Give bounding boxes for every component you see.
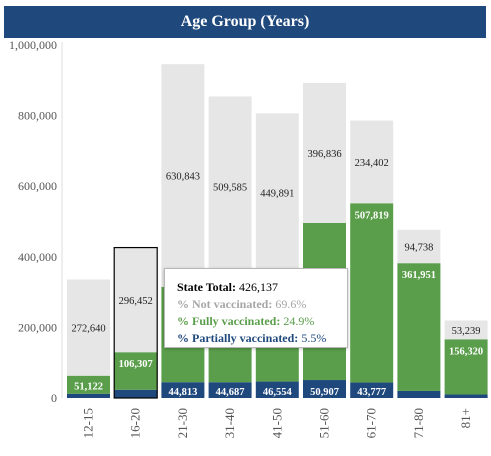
data-label: 449,891 [260, 189, 294, 200]
x-axis: 12-15 16-20 21-30 31-40 41-50 51-60 61-70 71-80… [81, 408, 474, 438]
bar-segment[interactable] [350, 120, 394, 204]
bar-group-16-20[interactable]: 106,307 296,452 [113, 246, 158, 399]
chart-title: Age Group (Years) [4, 6, 486, 38]
bar-segment[interactable] [161, 382, 205, 398]
data-label: 507,819 [355, 210, 389, 221]
y-axis: 0 200,000 400,000 600,000 800,000 1,000,000 [9, 38, 63, 405]
x-tick-label: 41-50 [269, 408, 284, 438]
tooltip-total-label: State Total: [177, 280, 237, 294]
bar-segment[interactable] [67, 279, 110, 376]
data-label: 396,836 [307, 149, 341, 160]
bar-segment[interactable] [114, 352, 158, 390]
x-tick-label: 31-40 [222, 408, 237, 438]
tooltip-total-row: State Total: 426,137 [177, 279, 347, 296]
y-tick-label: 800,000 [18, 109, 57, 123]
tooltip: State Total: 426,137 % Not vaccinated: 6… [164, 268, 348, 348]
bar-segment[interactable] [444, 339, 488, 395]
bar-group-12-15[interactable]: 51,122 272,640 [67, 279, 110, 398]
bar-segment[interactable] [67, 375, 110, 394]
tooltip-partial-value: 5.5% [301, 331, 327, 345]
bar-segment[interactable] [444, 320, 488, 340]
bar-segment[interactable] [303, 380, 346, 398]
bar-segment[interactable] [303, 82, 346, 223]
bar-segment[interactable] [350, 382, 394, 398]
tooltip-not-label: % Not vaccinated: [177, 297, 273, 311]
x-tick-label: 81+ [458, 408, 473, 428]
bar-segment[interactable] [255, 113, 299, 273]
y-tick-label: 200,000 [18, 320, 57, 334]
data-label: 509,585 [213, 182, 247, 193]
tooltip-partial-row: % Partially vaccinated: 5.5% [177, 330, 347, 347]
data-label: 46,554 [263, 387, 293, 398]
data-label: 296,452 [119, 296, 153, 307]
bar-group-61-70[interactable]: 43,777 507,819 234,402 [350, 120, 394, 398]
bar-segment[interactable] [208, 382, 252, 398]
data-label: 630,843 [166, 172, 200, 183]
data-label: 53,239 [452, 326, 481, 337]
bar-segment[interactable] [444, 394, 488, 398]
bar-segment[interactable] [67, 393, 110, 398]
bar-group-51-60[interactable]: 50,907 396,836 [303, 82, 346, 398]
y-tick-label: 600,000 [18, 179, 57, 193]
data-label: 106,307 [119, 359, 153, 370]
bar-group-31-40[interactable]: 44,687 509,585 [208, 96, 252, 398]
bar-segment[interactable] [161, 64, 205, 287]
data-label: 156,320 [449, 346, 483, 357]
data-label: 234,402 [355, 158, 389, 169]
data-label: 51,122 [74, 382, 103, 393]
data-label: 43,777 [357, 387, 386, 398]
bar-group-81+[interactable]: 156,320 53,239 [444, 320, 488, 398]
x-tick-label: 61-70 [364, 408, 379, 438]
bar-segment[interactable] [397, 263, 441, 391]
data-label: 94,738 [404, 242, 433, 253]
x-tick-label: 51-60 [317, 408, 332, 438]
data-label: 361,951 [402, 270, 436, 281]
data-label: 50,907 [310, 387, 339, 398]
tooltip-not-value: 69.6% [275, 297, 307, 311]
y-tick-label: 400,000 [18, 250, 57, 264]
y-tick-label: 0 [51, 391, 57, 405]
bar-segment[interactable] [350, 203, 394, 383]
bar-segment[interactable] [114, 247, 158, 353]
bar-group-41-50[interactable]: 46,554 449,891 [255, 113, 299, 398]
bar-group-71-80[interactable]: 361,951 94,738 [397, 229, 441, 398]
highlight-outline [113, 246, 158, 399]
bar-segment[interactable] [114, 389, 158, 398]
data-label: 44,687 [216, 387, 245, 398]
data-label: 44,813 [168, 387, 197, 398]
tooltip-total-value: 426,137 [239, 280, 279, 294]
tooltip-fully-row: % Fully vaccinated: 24.9% [177, 313, 347, 330]
bar-segment[interactable] [397, 390, 441, 398]
bar-segment[interactable] [208, 96, 252, 277]
bar-segment[interactable] [255, 381, 299, 398]
data-label: 272,640 [71, 324, 105, 335]
x-tick-label: 71-80 [411, 408, 426, 438]
tooltip-fully-value: 24.9% [283, 314, 315, 328]
tooltip-fully-label: % Fully vaccinated: [177, 314, 281, 328]
y-tick-label: 1,000,000 [9, 38, 57, 52]
bar-segment[interactable] [397, 229, 441, 264]
x-tick-label: 12-15 [81, 408, 96, 438]
x-tick-label: 16-20 [128, 408, 143, 438]
tooltip-not-row: % Not vaccinated: 69.6% [177, 296, 347, 313]
tooltip-partial-label: % Partially vaccinated: [177, 331, 299, 345]
x-tick-label: 21-30 [175, 408, 190, 438]
